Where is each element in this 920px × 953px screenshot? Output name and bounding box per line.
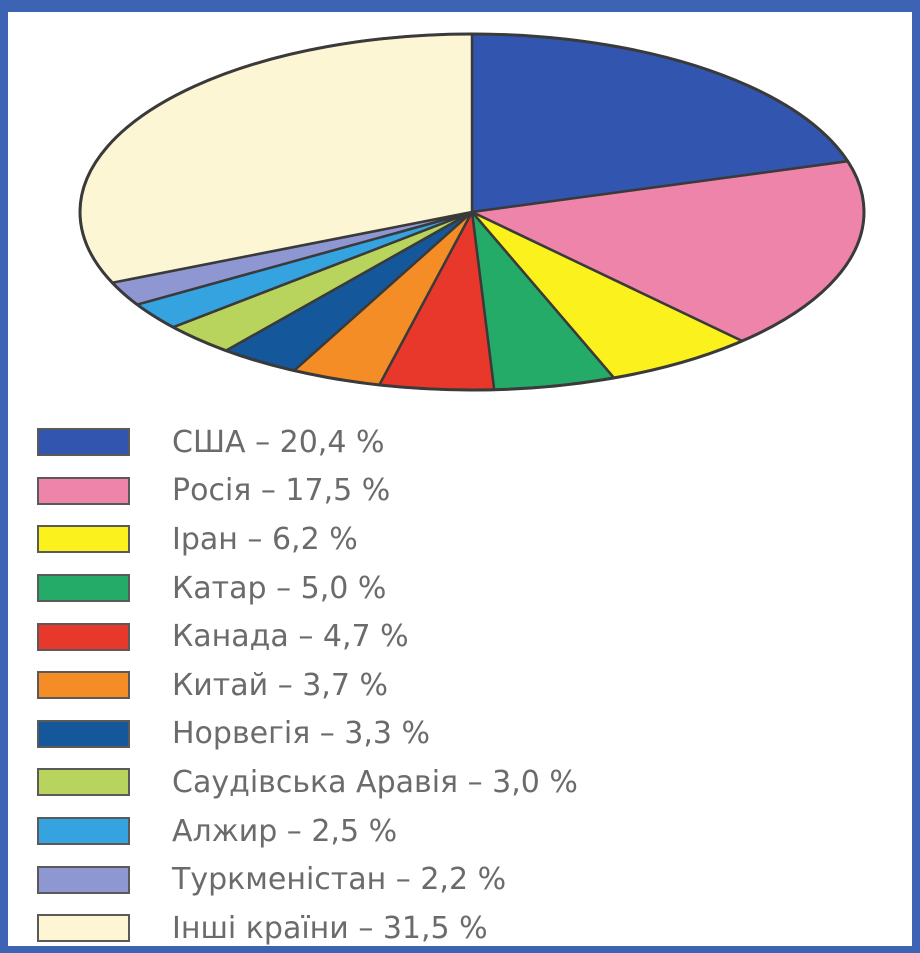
legend-label: Катар – 5,0 % [172, 570, 387, 606]
legend-item-9: Туркменістан – 2,2 % [37, 855, 907, 904]
legend-item-8: Алжир – 2,5 % [37, 807, 907, 856]
legend-swatch [37, 428, 130, 457]
legend-swatch [37, 476, 130, 505]
legend-label: Канада – 4,7 % [172, 619, 409, 655]
legend-swatch [37, 622, 130, 651]
legend-item-2: Іран – 6,2 % [37, 515, 907, 564]
legend-item-3: Катар – 5,0 % [37, 564, 907, 613]
legend-item-6: Норвегія – 3,3 % [37, 710, 907, 759]
legend-label: Китай – 3,7 % [172, 667, 388, 703]
legend-label: Росія – 17,5 % [172, 473, 391, 509]
legend-swatch [37, 671, 130, 700]
legend-label: Інші країни – 31,5 % [172, 910, 488, 946]
legend-item-1: Росія – 17,5 % [37, 467, 907, 516]
legend-label: Саудівська Аравія – 3,0 % [172, 764, 578, 800]
legend-item-4: Канада – 4,7 % [37, 612, 907, 661]
legend-item-7: Саудівська Аравія – 3,0 % [37, 758, 907, 807]
legend-swatch [37, 574, 130, 603]
legend-label: Іран – 6,2 % [172, 521, 358, 557]
legend-item-5: Китай – 3,7 % [37, 661, 907, 710]
legend-label: Туркменістан – 2,2 % [172, 862, 507, 898]
legend-swatch [37, 719, 130, 748]
legend-label: США – 20,4 % [172, 424, 385, 460]
legend-swatch [37, 817, 130, 846]
legend-label: Норвегія – 3,3 % [172, 716, 431, 752]
legend-item-10: Інші країни – 31,5 % [37, 904, 907, 953]
legend: США – 20,4 % Росія – 17,5 % Іран – 6,2 % Ка… [37, 418, 907, 953]
legend-label: Алжир – 2,5 % [172, 813, 398, 849]
pie-chart [78, 32, 866, 392]
legend-swatch [37, 768, 130, 797]
legend-item-0: США – 20,4 % [37, 418, 907, 467]
legend-swatch [37, 914, 130, 943]
legend-swatch [37, 525, 130, 554]
pie-outline [78, 32, 866, 392]
legend-swatch [37, 865, 130, 894]
